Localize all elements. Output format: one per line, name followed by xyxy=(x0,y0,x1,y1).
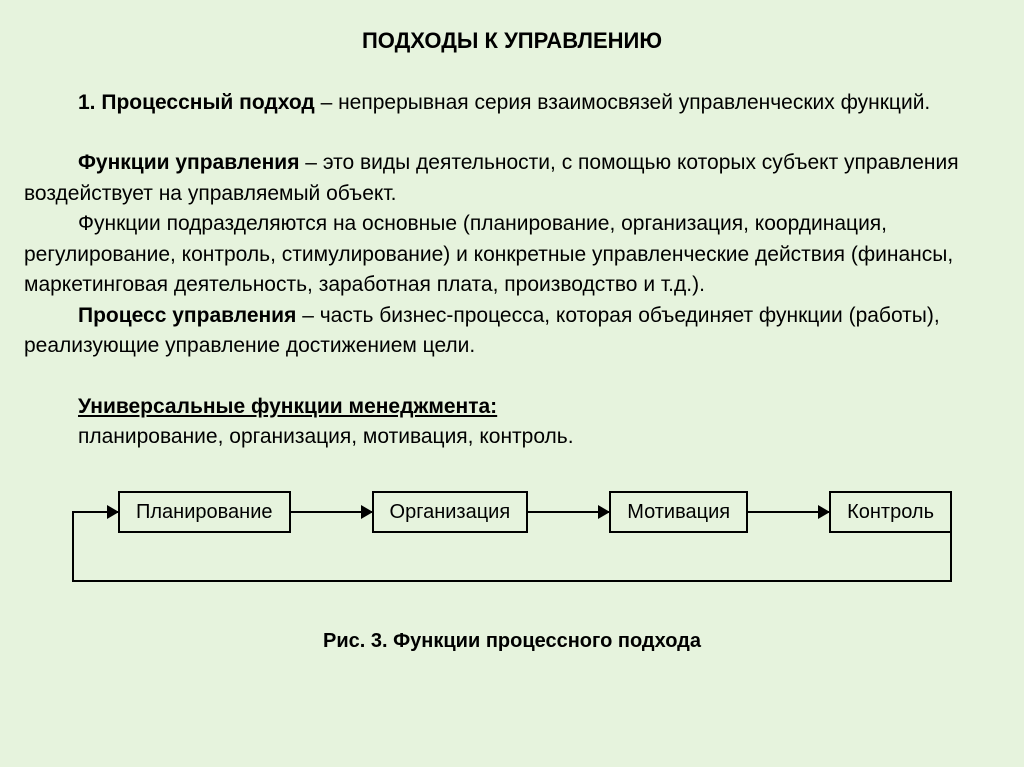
paragraph-4: Процесс управления – часть бизнес-процес… xyxy=(24,301,1000,362)
arrow-in xyxy=(72,511,118,513)
feedback-loop-bottom xyxy=(72,580,952,582)
flow-node-motivation: Мотивация xyxy=(609,491,748,533)
arrow-1-2 xyxy=(291,511,372,513)
arrowhead-right-icon xyxy=(361,505,373,519)
p4-lead: Процесс управления xyxy=(78,304,296,327)
flowchart-diagram: Планирование Организация Мотивация Контр… xyxy=(72,470,952,600)
spacer xyxy=(24,362,1000,392)
arrow-2-3 xyxy=(528,511,609,513)
p5-heading: Универсальные функции менеджмента: xyxy=(78,395,497,418)
feedback-loop-right xyxy=(950,512,952,582)
body-text-block: 1. Процессный подход – непрерывная серия… xyxy=(24,88,1000,452)
spacer xyxy=(24,118,1000,148)
arrow-3-4 xyxy=(748,511,829,513)
p1-rest: – непрерывная серия взаимосвязей управле… xyxy=(315,91,931,114)
arrowhead-right-icon xyxy=(107,505,119,519)
paragraph-5-list: планирование, организация, мотивация, ко… xyxy=(24,422,1000,452)
slide-page: ПОДХОДЫ К УПРАВЛЕНИЮ 1. Процессный подхо… xyxy=(0,0,1024,767)
flow-node-organization: Организация xyxy=(372,491,529,533)
p1-lead: 1. Процессный подход xyxy=(78,91,315,114)
paragraph-5-heading: Универсальные функции менеджмента: xyxy=(24,392,1000,422)
p2-lead: Функции управления xyxy=(78,151,299,174)
flow-node-planning: Планирование xyxy=(118,491,291,533)
arrowhead-right-icon xyxy=(598,505,610,519)
flowchart-row: Планирование Организация Мотивация Контр… xyxy=(72,484,952,540)
feedback-loop-left xyxy=(72,512,74,582)
page-title: ПОДХОДЫ К УПРАВЛЕНИЮ xyxy=(24,28,1000,54)
paragraph-2: Функции управления – это виды деятельнос… xyxy=(24,148,1000,209)
paragraph-1: 1. Процессный подход – непрерывная серия… xyxy=(24,88,1000,118)
paragraph-3: Функции подразделяются на основные (план… xyxy=(24,209,1000,300)
arrowhead-right-icon xyxy=(818,505,830,519)
figure-caption: Рис. 3. Функции процессного подхода xyxy=(24,630,1000,653)
flow-node-control: Контроль xyxy=(829,491,952,533)
